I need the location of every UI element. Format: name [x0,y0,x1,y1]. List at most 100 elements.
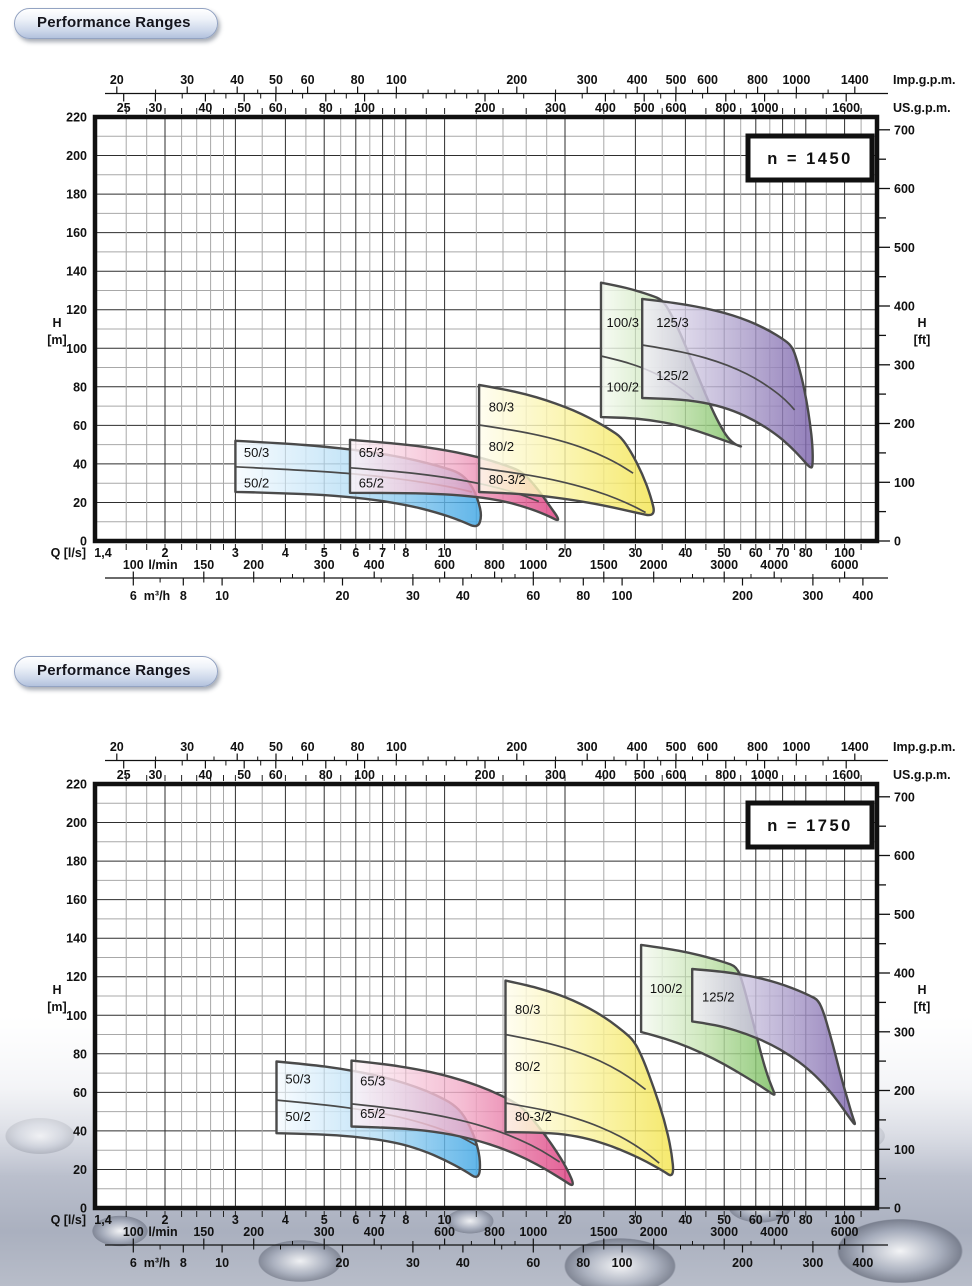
region-80: 80/3 80/2 80-3/2 [477,383,655,517]
m3h-tick: 10 [215,589,229,603]
q-ls-tick: 70 [776,1213,790,1227]
h-ft-tick: 700 [894,123,915,137]
q-ls-tick: 6 [352,546,359,560]
h-ft-tick: 300 [894,1025,915,1039]
us-gpm-tick: 80 [319,101,333,115]
q-ls-tick: 20 [558,1213,572,1227]
h-ft-tick: 300 [894,358,915,372]
us-gpm-tick: 300 [545,101,566,115]
m3h-tick: 400 [852,589,873,603]
region-label-80/3: 80/3 [489,400,514,415]
h-m-tick: 120 [66,970,87,984]
imp-gpm-tick: 200 [506,73,527,87]
h-m-tick: 140 [66,265,87,279]
m3h-tick: 8 [180,589,187,603]
us-gpm-tick: 200 [475,768,496,782]
h-m-tick: 20 [73,1163,87,1177]
m3h-tick: 8 [180,1256,187,1270]
q-ls-tick: 60 [749,546,763,560]
h-m-tick: 0 [80,1202,87,1216]
lmin-tick: 1500 [590,558,618,572]
edge-ticks [125,108,862,550]
lmin-tick: 2000 [640,1225,668,1239]
us-gpm-tick: 300 [545,768,566,782]
q-ls-tick: 80 [799,1213,813,1227]
bottom-flow-scales: 100 150 200 300 400 600 800 1000 1500 2000 3000 400… [105,1225,888,1270]
m3h-tick: 40 [456,589,470,603]
left-head-axis: 0 20 40 60 80 100 120 140 160 180 200 220 H [m] [47,111,87,549]
m3h-unit: m³/h [144,1256,170,1270]
left-head-axis: 0 20 40 60 80 100 120 140 160 180 200 220 H [m] [47,778,87,1216]
imp-gpm-tick: 1000 [782,73,810,87]
lmin-tick: 3000 [710,558,738,572]
imp-gpm-tick: 500 [666,73,687,87]
h-ft-unit: [ft] [914,1000,931,1014]
h-m-tick: 200 [66,149,87,163]
region-label-125/2: 125/2 [702,990,735,1005]
h-m-unit: [m] [47,333,66,347]
us-gpm-tick: 500 [634,101,655,115]
us-gpm-tick: 100 [354,101,375,115]
lmin-tick: 6000 [831,558,859,572]
m3h-unit: m³/h [144,589,170,603]
h-m-tick: 60 [73,419,87,433]
lmin-tick: 1000 [519,558,547,572]
us-gpm-unit: US.g.p.m. [893,768,951,782]
lmin-tick: 200 [243,1225,264,1239]
us-gpm-tick: 500 [634,768,655,782]
imp-gpm-tick: 1000 [782,740,810,754]
imp-gpm-tick: 300 [577,740,598,754]
lmin-tick: 4000 [760,558,788,572]
region-label-125/2: 125/2 [656,368,689,383]
imp-gpm-tick: 400 [627,740,648,754]
right-head-axis: 0 100 200 300 400 500 600 700 H [ft] [879,123,930,549]
lmin-tick: 800 [484,558,505,572]
region-125: 125/3 125/2 [641,297,814,469]
lmin-tick: 4000 [760,1225,788,1239]
region-80: 80/3 80/2 80-3/2 [504,979,675,1177]
us-gpm-tick: 100 [354,768,375,782]
lmin-tick: 150 [193,1225,214,1239]
region-label-125/3: 125/3 [656,315,689,330]
q-ls-tick: 10 [438,546,452,560]
lmin-tick: 400 [364,1225,385,1239]
region-label-80-3/2: 80-3/2 [489,472,526,487]
h-m-tick: 200 [66,816,87,830]
performance-ranges-badge-2: Performance Ranges [14,656,218,687]
lmin-tick: 200 [243,558,264,572]
us-gpm-tick: 50 [237,768,251,782]
h-m-tick: 160 [66,893,87,907]
h-m-tick: 20 [73,496,87,510]
q-ls-tick: 2 [162,1213,169,1227]
imp-gpm-tick: 800 [747,73,768,87]
us-gpm-tick: 30 [148,101,162,115]
m3h-tick: 10 [215,1256,229,1270]
imp-gpm-unit: Imp.g.p.m. [893,73,956,87]
m3h-tick: 300 [802,589,823,603]
m3h-tick: 80 [576,1256,590,1270]
us-gpm-tick: 200 [475,101,496,115]
q-ls-tick: 7 [379,546,386,560]
region-label-65/2: 65/2 [360,1106,385,1121]
h-ft-unit: H [917,983,926,997]
h-m-tick: 80 [73,380,87,394]
h-ft-tick: 100 [894,1143,915,1157]
bottom-q-axis: 1,4 2 3 4 5 6 7 8 10 20 30 40 50 60 70 80 100 Q [l/s] [51,1213,855,1227]
lmin-tick: 1500 [590,1225,618,1239]
us-gpm-tick: 25 [117,768,131,782]
h-m-tick: 220 [66,111,87,125]
imp-gpm-tick: 40 [230,740,244,754]
us-gpm-tick: 30 [148,768,162,782]
q-ls-tick: 10 [438,1213,452,1227]
imp-gpm-unit: Imp.g.p.m. [893,740,956,754]
us-gpm-tick: 1600 [832,101,860,115]
q-ls-tick: 100 [834,546,855,560]
h-m-tick: 180 [66,188,87,202]
region-125: 125/2 [691,967,857,1126]
region-label-100/2: 100/2 [607,379,640,394]
imp-gpm-tick: 300 [577,73,598,87]
lmin-tick: 150 [193,558,214,572]
imp-gpm-tick: 60 [301,73,315,87]
lmin-tick: 100 [123,558,144,572]
